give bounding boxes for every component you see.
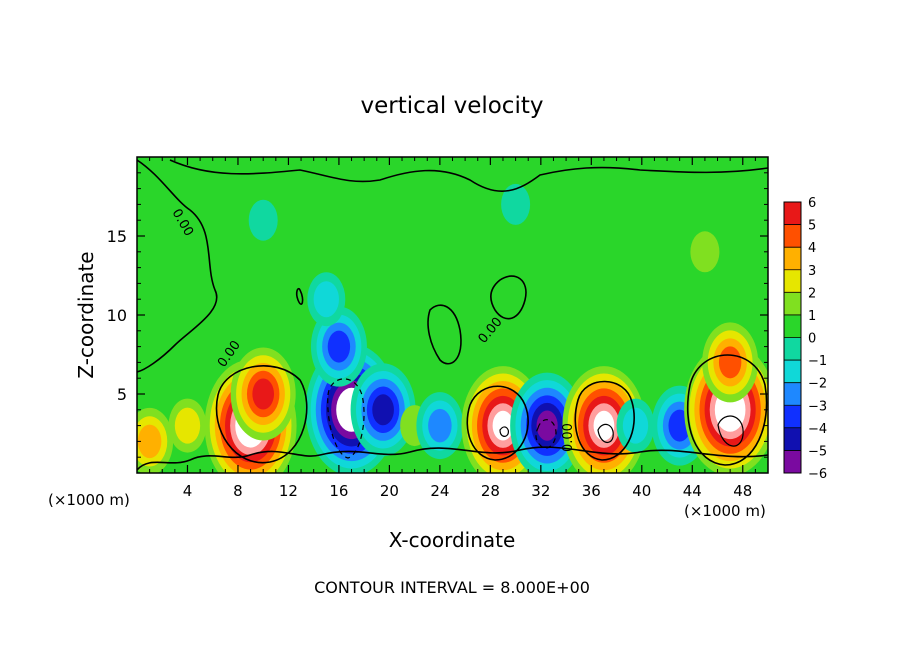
colorbar-label-11: 5	[808, 219, 816, 234]
colorbar-label-4: −2	[808, 377, 827, 392]
x-tick-label-8: 8	[233, 482, 243, 500]
zero-contour-loop	[490, 275, 527, 320]
velocity-cell-12-level-6	[536, 410, 558, 441]
velocity-cell-7	[307, 272, 346, 327]
velocity-cell-20-level-1	[690, 231, 720, 273]
colorbar-swatch-11	[784, 202, 801, 226]
colorbar-swatch-9	[784, 247, 801, 271]
colorbar-swatch-6	[784, 314, 801, 338]
colorbar-swatch-3	[784, 382, 801, 406]
y-tick-label-15: 15	[107, 227, 127, 246]
velocity-cell-19-level-1	[501, 183, 531, 225]
velocity-cell-1	[137, 407, 174, 473]
negative-contour-2	[535, 419, 557, 449]
colorbar-label-3: −3	[808, 399, 827, 414]
velocity-cell-19	[501, 183, 531, 225]
x-tick-label-32: 32	[531, 482, 550, 500]
zero-contours	[137, 159, 768, 471]
x-unit-right: (×1000 m)	[684, 502, 766, 520]
colorbar-label-0: −6	[808, 467, 827, 482]
x-axis-label: X-coordinate	[389, 528, 516, 552]
zero-contour-right-mid	[427, 304, 462, 365]
velocity-cell-17-level-4	[718, 346, 742, 379]
colorbar-label-10: 4	[808, 241, 816, 256]
colorbar-label-6: 0	[808, 332, 816, 347]
velocity-cell-14-level-2	[622, 407, 649, 444]
colorbar-label-5: −1	[808, 354, 827, 369]
velocity-cell-20	[690, 231, 720, 273]
contour-label-4: 0.00	[561, 423, 576, 452]
chart-title: vertical velocity	[361, 93, 544, 119]
y-tick-label-10: 10	[107, 306, 127, 325]
velocity-cell-14	[616, 398, 655, 453]
zero-contour-cell2	[466, 385, 529, 461]
x-tick-label-44: 44	[683, 482, 702, 500]
colorbar-label-8: 2	[808, 286, 816, 301]
zero-contour-upper	[137, 159, 218, 373]
velocity-cell-1-level-3	[137, 424, 162, 459]
colorbar-swatch-10	[784, 224, 801, 248]
x-tick-label-4: 4	[183, 482, 193, 500]
colorbar-swatch-2	[784, 405, 801, 429]
velocity-cell-13-level-7	[593, 410, 615, 441]
velocity-cell-17	[702, 322, 759, 403]
x-tick-label-12: 12	[279, 482, 298, 500]
colorbar-swatch-7	[784, 292, 801, 316]
colorbar-label-7: 1	[808, 309, 816, 324]
velocity-cell-18	[248, 199, 278, 241]
zero-contour-mid	[295, 287, 304, 305]
x-tick-label-20: 20	[380, 482, 399, 500]
x-tick-label-28: 28	[481, 482, 500, 500]
colorbar-label-1: −5	[808, 444, 827, 459]
y-tick-label-5: 5	[117, 385, 127, 404]
colorbar: −6 −5 −4 −3 −2 −1 0 1 2 3 4 5 6	[783, 196, 827, 482]
zero-contour-ridge	[169, 159, 768, 192]
x-tick-label-16: 16	[329, 482, 348, 500]
x-unit-left: (×1000 m)	[48, 491, 130, 509]
negative-contours	[327, 378, 557, 459]
colorbar-label-2: −4	[808, 422, 827, 437]
velocity-cell-6	[310, 306, 367, 387]
x-tick-label-24: 24	[430, 482, 449, 500]
positive-contour-1	[499, 426, 509, 437]
zero-contour-cell4	[686, 354, 768, 466]
x-tick-label-48: 48	[733, 482, 752, 500]
colorbar-swatch-5	[784, 337, 801, 361]
x-tick-label-36: 36	[582, 482, 601, 500]
colorbar-swatch-0	[784, 450, 801, 474]
colorbar-swatch-8	[784, 269, 801, 293]
y-axis-label: Z-coordinate	[74, 251, 98, 378]
velocity-cell-8	[350, 363, 416, 457]
velocity-cell-18-level-1	[248, 199, 278, 241]
velocity-cell-10-level-3	[428, 408, 452, 443]
velocity-cell-7-level-2	[313, 281, 339, 318]
x-tick-label-40: 40	[632, 482, 651, 500]
velocity-cell-8-level-5	[372, 394, 394, 426]
colorbar-label-12: 6	[808, 196, 816, 211]
velocity-cell-2-level-2	[174, 407, 201, 444]
negative-contour-1	[327, 378, 365, 459]
velocity-cell-6-level-4	[327, 330, 351, 363]
colorbar-swatch-1	[784, 427, 801, 451]
colorbar-swatch-4	[784, 360, 801, 384]
colorbar-label-9: 3	[808, 264, 816, 279]
velocity-cell-4-level-5	[252, 378, 275, 410]
positive-contours	[499, 415, 744, 447]
contour-interval-note: CONTOUR INTERVAL = 8.000E+00	[314, 578, 590, 597]
zero-contour-cell1	[215, 365, 308, 464]
positive-contour-2	[597, 423, 614, 444]
velocity-cell-2	[168, 398, 207, 453]
positive-contour-3	[717, 415, 744, 447]
zero-contour-lower	[137, 446, 768, 471]
zero-contour-cell3	[574, 380, 635, 461]
velocity-cell-10	[416, 392, 464, 460]
velocity-cell-4	[230, 347, 296, 441]
